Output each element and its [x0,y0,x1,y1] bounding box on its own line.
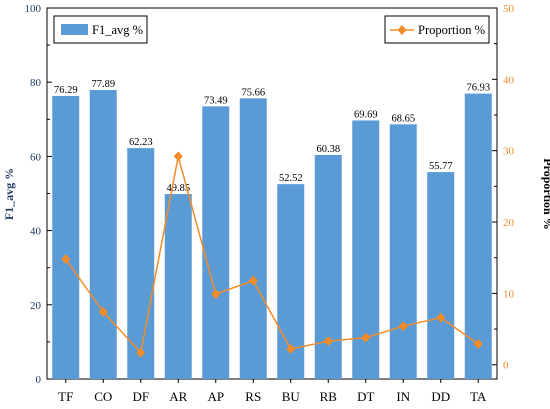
bar-value-label: 55.77 [429,161,453,172]
bar [202,106,230,379]
bar-value-label: 68.65 [391,113,415,124]
x-axis: TF CO DF AR AP RS BU RB DT IN DD TA [58,379,487,404]
bar-value-label: 52.52 [279,173,303,184]
y2-tick-label: 0 [503,360,509,372]
bar [389,124,417,379]
y2-tick-label: 10 [503,288,515,300]
line-point [473,339,483,350]
x-tick-label: DF [132,389,149,404]
y2-tick-label: 30 [503,146,515,158]
bar [164,194,192,379]
bar-series [52,90,492,380]
x-tick-label: RB [320,389,338,404]
x-tick-label: TF [58,389,73,404]
bar-value-label: 77.89 [91,79,115,90]
x-tick-label: TA [470,389,487,404]
bar-value-label: 73.49 [204,95,228,106]
x-tick-label: BU [282,389,301,404]
line-point [173,151,183,162]
line-series [61,151,483,358]
x-tick-label: AP [207,389,224,404]
y-tick-label: 0 [36,374,42,386]
line-point [248,275,258,286]
y-tick-label: 60 [30,151,42,163]
bar-value-label: 60.38 [316,144,340,155]
line-point [61,254,71,265]
x-tick-label: RS [245,389,261,404]
line-point [211,289,221,300]
legend-bar: F1_avg % [53,15,148,44]
line-point [323,336,333,347]
line-point [398,321,408,332]
line-point [361,332,371,343]
y2-tick-label: 40 [503,74,515,86]
y2-tick-label: 20 [503,217,515,229]
left-y-axis: 0 20 40 60 80 100 [25,3,52,386]
legend-line: Proportion % [384,15,490,44]
line-point [436,312,446,323]
x-tick-label: DT [357,389,374,404]
bar-value-label: 69.69 [354,109,378,120]
bar-value-label: 62.23 [129,137,153,148]
x-tick-label: AR [169,389,187,404]
y-axis-title: F1_avg % [2,168,16,220]
bar-data-labels: 76.29 77.89 62.23 49.85 73.49 75.66 52.52 60.38… [54,79,490,194]
x-tick-label: IN [396,389,410,404]
y-tick-label: 100 [25,3,42,15]
legend-line-label: Proportion % [418,23,485,37]
y2-axis-title: Proportion % [541,158,550,229]
y2-tick-label: 50 [503,3,515,15]
bar-value-label: 49.85 [166,183,190,194]
legend-bar-label: F1_avg % [92,23,143,37]
bar-value-label: 75.66 [241,87,265,98]
bar-value-label: 76.29 [54,85,78,96]
y-tick-label: 80 [30,77,42,89]
right-y-axis: 0 10 20 30 40 50 [492,3,515,372]
proportion-line [65,156,479,355]
bar [427,172,455,379]
bar-value-label: 76.93 [466,83,490,94]
line-point [286,344,296,355]
y-tick-label: 20 [30,300,42,312]
y-tick-label: 40 [30,226,42,238]
bar [239,98,267,380]
bar [89,90,117,379]
bar [52,95,80,379]
legend-bar-swatch [61,24,88,35]
bar [127,148,155,379]
line-point [98,306,108,317]
x-tick-label: CO [94,389,112,404]
legend-line-marker [397,25,407,35]
line-point [136,347,146,358]
x-tick-label: DD [431,389,450,404]
bar [464,93,492,380]
